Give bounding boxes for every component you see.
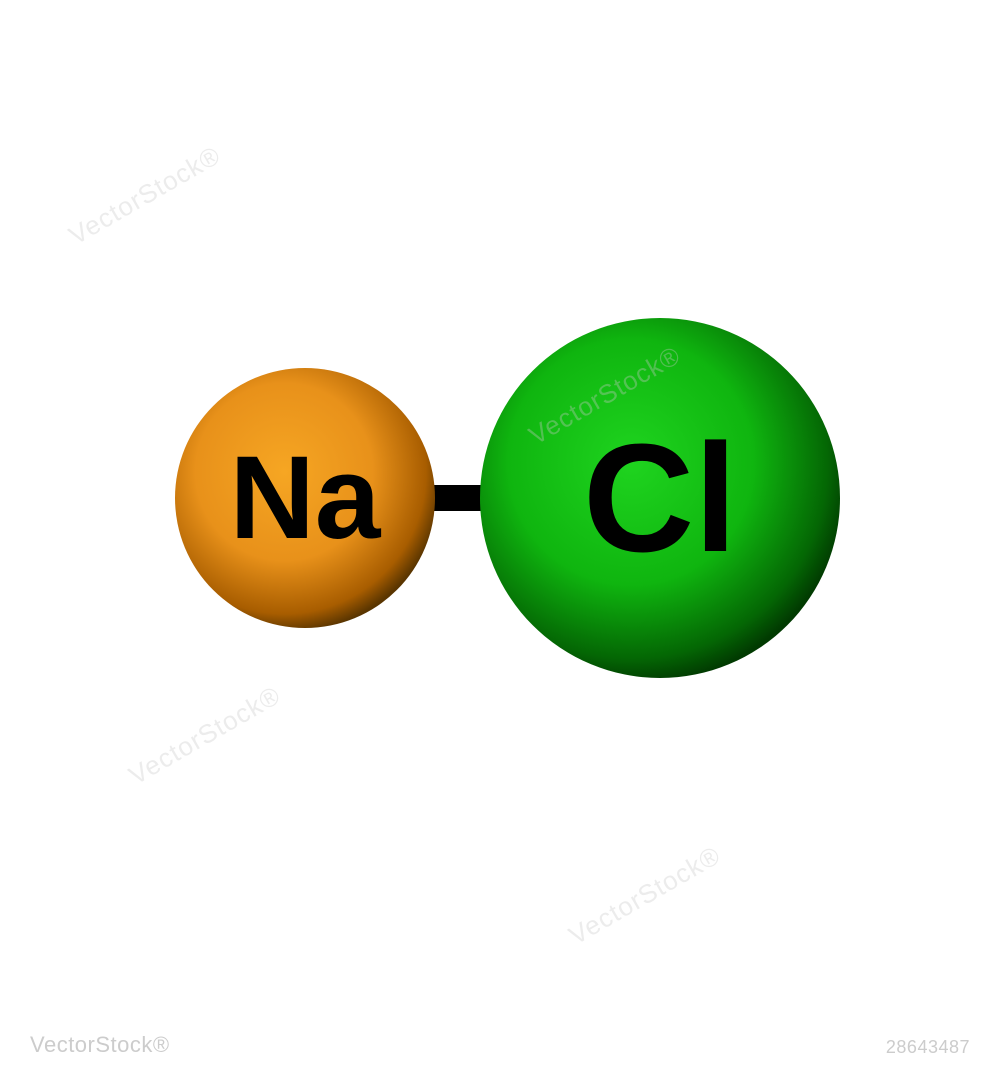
watermark-id: 28643487 [886,1037,970,1058]
watermark-brand: VectorStock® [30,1032,170,1058]
atom-sodium-label: Na [230,432,382,564]
molecule-diagram: Na Cl [0,0,1000,1080]
atom-chlorine-label: Cl [583,412,737,584]
